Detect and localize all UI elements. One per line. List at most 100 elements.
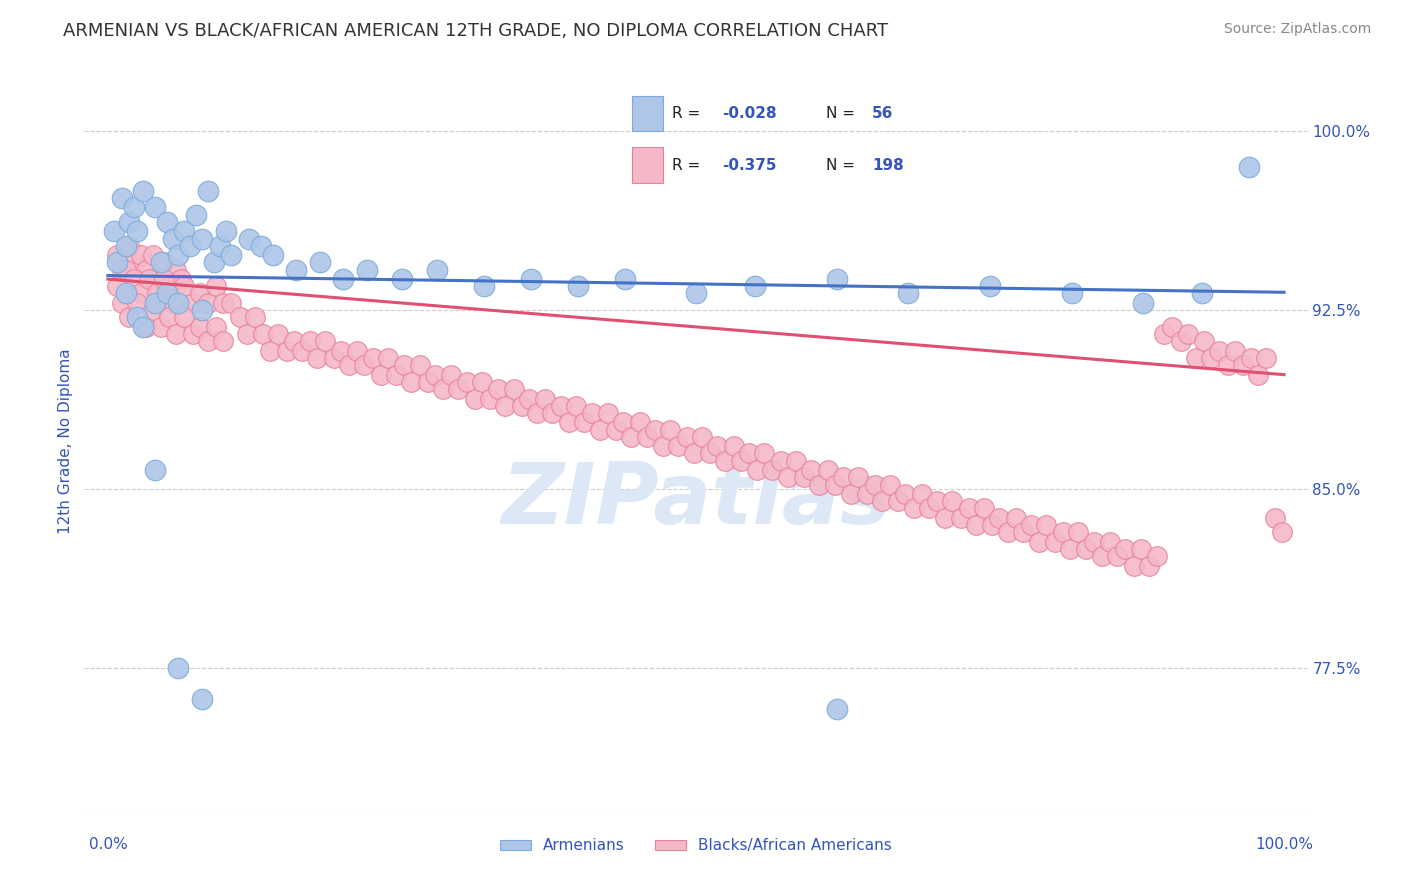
- Point: [855, 487, 877, 501]
- Point: [1199, 351, 1222, 365]
- Point: [817, 463, 839, 477]
- Point: [911, 487, 934, 501]
- Point: [162, 296, 184, 310]
- Point: [636, 430, 658, 444]
- Point: [714, 453, 737, 467]
- Point: [138, 272, 160, 286]
- Point: [1170, 334, 1192, 349]
- Point: [283, 334, 305, 349]
- Point: [699, 446, 721, 460]
- Point: [205, 319, 228, 334]
- Point: [1067, 525, 1090, 540]
- Point: [208, 238, 231, 252]
- Point: [127, 296, 149, 310]
- Point: [1012, 525, 1035, 540]
- Point: [1028, 534, 1050, 549]
- Point: [723, 439, 745, 453]
- Point: [612, 416, 634, 430]
- Point: [221, 248, 243, 262]
- Point: [191, 303, 214, 318]
- Point: [934, 511, 956, 525]
- Point: [1191, 286, 1213, 301]
- Point: [249, 238, 271, 252]
- Point: [793, 470, 815, 484]
- Point: [142, 248, 165, 262]
- Point: [135, 319, 157, 334]
- Point: [863, 477, 886, 491]
- Point: [957, 501, 980, 516]
- Point: [747, 463, 769, 477]
- Point: [103, 224, 125, 238]
- Point: [988, 511, 1011, 525]
- Point: [221, 296, 243, 310]
- Point: [447, 382, 470, 396]
- Point: [426, 262, 449, 277]
- Point: [1114, 541, 1136, 556]
- Point: [267, 327, 290, 342]
- Point: [143, 201, 166, 215]
- Point: [416, 375, 439, 389]
- Point: [291, 343, 314, 358]
- Point: [1122, 558, 1144, 573]
- Point: [329, 343, 352, 358]
- Point: [146, 272, 169, 286]
- Point: [596, 406, 619, 420]
- Point: [897, 286, 920, 301]
- Point: [997, 525, 1019, 540]
- Point: [1129, 541, 1152, 556]
- Point: [1208, 343, 1230, 358]
- Point: [370, 368, 392, 382]
- Point: [212, 296, 235, 310]
- Point: [111, 296, 134, 310]
- Point: [132, 184, 155, 198]
- Point: [1137, 558, 1160, 573]
- Point: [776, 470, 799, 484]
- Point: [156, 215, 179, 229]
- Point: [644, 423, 666, 437]
- Point: [1146, 549, 1168, 564]
- Point: [314, 334, 336, 349]
- Point: [228, 310, 250, 325]
- Point: [165, 327, 187, 342]
- Point: [1062, 286, 1084, 301]
- Legend: Armenians, Blacks/African Americans: Armenians, Blacks/African Americans: [494, 832, 898, 860]
- Point: [391, 272, 413, 286]
- Point: [1083, 534, 1105, 549]
- Point: [243, 310, 266, 325]
- Point: [605, 423, 627, 437]
- Point: [456, 375, 478, 389]
- Point: [170, 272, 193, 286]
- Point: [494, 399, 516, 413]
- Point: [652, 439, 675, 453]
- Point: [620, 430, 643, 444]
- Point: [173, 279, 195, 293]
- Point: [114, 286, 136, 301]
- Point: [346, 343, 368, 358]
- Point: [879, 477, 901, 491]
- Point: [188, 286, 211, 301]
- Point: [173, 224, 195, 238]
- Point: [111, 191, 134, 205]
- Point: [706, 439, 728, 453]
- Point: [744, 279, 766, 293]
- Point: [565, 399, 588, 413]
- Point: [149, 255, 172, 269]
- Point: [785, 453, 807, 467]
- Point: [1043, 534, 1066, 549]
- Point: [127, 310, 149, 325]
- Point: [157, 310, 180, 325]
- Text: 0.0%: 0.0%: [89, 837, 128, 852]
- Point: [981, 518, 1004, 533]
- Point: [839, 487, 862, 501]
- Point: [212, 334, 235, 349]
- Point: [114, 262, 136, 277]
- Point: [574, 416, 596, 430]
- Point: [894, 487, 917, 501]
- Point: [1185, 351, 1208, 365]
- Point: [1091, 549, 1114, 564]
- Point: [502, 382, 524, 396]
- Point: [1052, 525, 1074, 540]
- Point: [581, 406, 603, 420]
- Point: [105, 255, 128, 269]
- Y-axis label: 12th Grade, No Diploma: 12th Grade, No Diploma: [58, 349, 73, 534]
